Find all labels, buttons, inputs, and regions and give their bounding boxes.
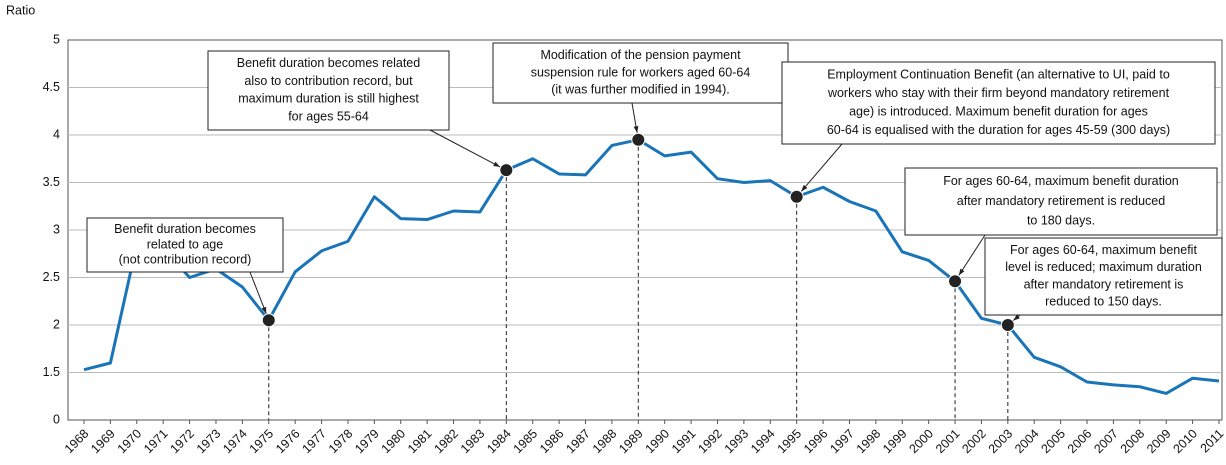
arrow-head bbox=[493, 161, 501, 167]
x-tick-label: 2010 bbox=[1170, 427, 1200, 457]
arrow-head bbox=[801, 184, 808, 192]
x-tick-label: 1997 bbox=[827, 427, 857, 457]
x-tick-label: 1977 bbox=[299, 427, 329, 457]
x-tick-label: 1970 bbox=[115, 427, 145, 457]
annotation-text: age) is introduced. Maximum benefit dura… bbox=[849, 105, 1148, 119]
annotation-text: also to contribution record, but bbox=[244, 74, 413, 88]
annotation-text: related to age bbox=[147, 237, 223, 251]
annotation-text: reduced to 150 days. bbox=[1045, 295, 1162, 309]
annotation-text: 60-64 is equalised with the duration for… bbox=[827, 123, 1170, 137]
x-tick-label: 1991 bbox=[669, 427, 699, 457]
x-tick-label: 1990 bbox=[643, 427, 673, 457]
x-tick-label: 2007 bbox=[1091, 427, 1121, 457]
annotation-text: suspension rule for workers aged 60-64 bbox=[531, 65, 751, 79]
x-tick-label: 1972 bbox=[167, 427, 197, 457]
annotation-text: for ages 55-64 bbox=[288, 109, 369, 123]
x-tick-label: 1989 bbox=[616, 427, 646, 457]
annotation-arrow bbox=[249, 271, 267, 314]
y-tick-label: 0 bbox=[53, 412, 60, 426]
x-tick-label: 1982 bbox=[431, 427, 461, 457]
y-tick-label: 1.5 bbox=[43, 365, 60, 379]
y-tick-label: 3 bbox=[53, 222, 60, 236]
x-tick-label: 1976 bbox=[273, 427, 303, 457]
y-axis-label: Ratio bbox=[6, 3, 35, 17]
x-tick-label: 1980 bbox=[379, 427, 409, 457]
x-tick-label: 2003 bbox=[986, 427, 1016, 457]
x-tick-label: 1994 bbox=[748, 427, 778, 457]
annotation-arrow bbox=[958, 234, 986, 276]
x-tick-label: 1995 bbox=[775, 427, 805, 457]
x-tick-label: 1983 bbox=[458, 427, 488, 457]
x-tick-label: 2001 bbox=[933, 427, 963, 457]
x-tick-label: 1993 bbox=[722, 427, 752, 457]
annotation-arrow bbox=[800, 143, 843, 192]
arrow-head bbox=[633, 125, 639, 133]
y-tick-label: 4.5 bbox=[43, 80, 60, 94]
annotation-text: For ages 60-64, maximum benefit bbox=[1010, 243, 1197, 257]
highlight-dot bbox=[1000, 318, 1015, 332]
annotation-text: (it was further modified in 1994). bbox=[551, 83, 730, 97]
x-tick-label: 2002 bbox=[959, 427, 989, 457]
x-tick-label: 1999 bbox=[880, 427, 910, 457]
x-tick-label: 1969 bbox=[88, 427, 118, 457]
x-tick-label: 2004 bbox=[1012, 427, 1042, 457]
annotation-arrow bbox=[429, 129, 501, 168]
x-tick-label: 1975 bbox=[247, 427, 277, 457]
x-tick-label: 1971 bbox=[141, 427, 171, 457]
annotation-box bbox=[904, 167, 1218, 236]
x-tick-label: 1996 bbox=[801, 427, 831, 457]
x-tick-label: 1986 bbox=[537, 427, 567, 457]
annotation-text: Benefit duration becomes bbox=[114, 222, 256, 236]
highlight-dot bbox=[789, 189, 804, 204]
x-tick-label: 1978 bbox=[326, 427, 356, 457]
highlight-dot bbox=[261, 313, 276, 328]
arrow-head bbox=[261, 306, 267, 314]
x-tick-label: 1998 bbox=[854, 427, 884, 457]
y-tick-label: 5 bbox=[53, 32, 60, 46]
annotation-text: to 180 days. bbox=[1027, 213, 1095, 227]
x-tick-label: 2005 bbox=[1039, 427, 1069, 457]
y-tick-label: 2 bbox=[53, 317, 60, 331]
x-tick-label: 1968 bbox=[62, 427, 92, 457]
x-tick-label: 1984 bbox=[484, 427, 514, 457]
annotation-box bbox=[207, 50, 450, 131]
line-series bbox=[83, 138, 1220, 395]
x-tick-label: 2006 bbox=[1065, 427, 1095, 457]
annotation-text: after mandatory retirement is bbox=[1024, 277, 1184, 291]
x-tick-label: 1988 bbox=[590, 427, 620, 457]
x-tick-label: 1981 bbox=[405, 427, 435, 457]
y-tick-label: 4 bbox=[53, 127, 60, 141]
highlight-dot bbox=[948, 274, 963, 289]
annotation-box bbox=[984, 237, 1223, 316]
x-tick-label: 2009 bbox=[1144, 427, 1174, 457]
arrow-head bbox=[958, 268, 965, 276]
annotation-box bbox=[781, 61, 1216, 145]
x-tick-label: 1973 bbox=[194, 427, 224, 457]
x-tick-label: 1987 bbox=[563, 427, 593, 457]
annotation-text: Employment Continuation Benefit (an alte… bbox=[827, 68, 1170, 82]
arrow-head bbox=[1013, 314, 1020, 321]
annotation-text: Modification of the pension payment bbox=[540, 48, 741, 62]
annotation-text: (not contribution record) bbox=[119, 253, 252, 267]
annotation-text: after mandatory retirement is reduced bbox=[957, 194, 1165, 208]
x-tick-label: 1992 bbox=[695, 427, 725, 457]
x-tick-label: 2008 bbox=[1118, 427, 1148, 457]
y-tick-label: 3.5 bbox=[43, 175, 60, 189]
highlight-dot bbox=[631, 132, 646, 147]
annotation-text: level is reduced; maximum duration bbox=[1005, 260, 1202, 274]
annotation-text: maximum duration is still highest bbox=[238, 92, 419, 106]
x-tick-label: 2000 bbox=[907, 427, 937, 457]
annotation-box bbox=[86, 217, 284, 273]
x-tick-label: 1974 bbox=[220, 427, 250, 457]
y-tick-label: 2.5 bbox=[43, 270, 60, 284]
x-tick-label: 2011 bbox=[1198, 427, 1226, 456]
annotation-text: Benefit duration becomes related bbox=[237, 56, 420, 70]
x-tick-label: 1979 bbox=[352, 427, 382, 457]
annotation-text: workers who stay with their firm beyond … bbox=[827, 86, 1170, 100]
x-tick-label: 1985 bbox=[511, 427, 541, 457]
annotation-text: For ages 60-64, maximum benefit duration bbox=[943, 174, 1179, 188]
highlight-dot bbox=[499, 163, 514, 178]
